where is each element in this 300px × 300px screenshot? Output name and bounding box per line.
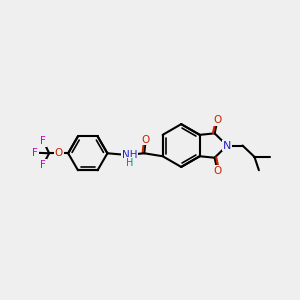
- Text: H: H: [126, 158, 133, 168]
- Text: F: F: [40, 136, 46, 146]
- Text: O: O: [142, 135, 150, 145]
- Text: NH: NH: [122, 150, 137, 160]
- Text: O: O: [55, 148, 63, 158]
- Text: F: F: [40, 160, 46, 170]
- Text: N: N: [223, 140, 231, 151]
- Text: O: O: [213, 115, 222, 125]
- Text: F: F: [32, 148, 38, 158]
- Text: O: O: [213, 166, 222, 176]
